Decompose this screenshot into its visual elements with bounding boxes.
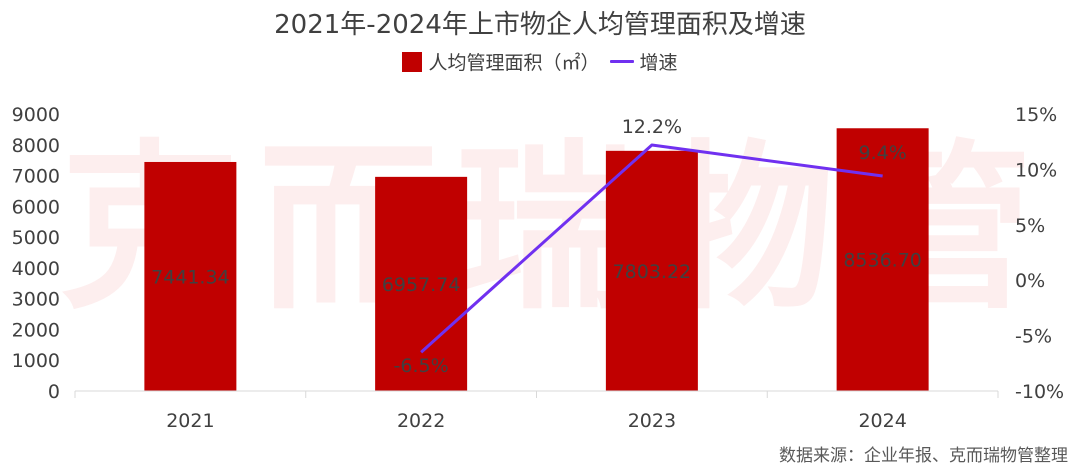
bar-2023 — [605, 150, 698, 391]
x-tick-label: 2024 — [858, 410, 906, 432]
growth-line — [420, 143, 883, 354]
y-left-tick-label: 2000 — [12, 319, 60, 341]
y-left-tick-label: 7000 — [12, 166, 60, 188]
legend-label-area: 人均管理面积（㎡） — [428, 52, 600, 74]
growth-value-label: -6.5% — [394, 355, 449, 377]
bar-value-label: 7803.22 — [613, 261, 692, 283]
y-right-tick-label: 0% — [1015, 270, 1045, 292]
y-left-tick-label: 3000 — [12, 289, 60, 311]
y-left-tick-label: 9000 — [12, 104, 60, 126]
legend-bar-swatch-icon — [402, 51, 423, 72]
y-right-tick-label: -10% — [1015, 381, 1064, 403]
chart-title: 2021年-2024年上市物企人均管理面积及增速 — [274, 10, 806, 40]
legend-label-growth: 增速 — [639, 52, 678, 74]
x-tick-label: 2021 — [166, 410, 214, 432]
bar-2021 — [144, 161, 237, 391]
y-left-tick-label: 0 — [48, 381, 60, 403]
legend-item-growth: 增速 — [609, 48, 678, 75]
legend-item-area: 人均管理面积（㎡） — [402, 48, 600, 75]
y-right-tick-label: -5% — [1015, 326, 1052, 348]
bar-2022 — [375, 176, 468, 391]
bar-value-label: 6957.74 — [382, 274, 461, 296]
legend: 人均管理面积（㎡） 增速 — [0, 48, 1080, 75]
x-tick-label: 2022 — [397, 410, 445, 432]
y-right-tick-label: 10% — [1015, 159, 1057, 181]
y-right-tick-label: 15% — [1015, 104, 1057, 126]
y-left-tick-label: 4000 — [12, 258, 60, 280]
data-source-note: 数据来源：企业年报、克而瑞物管整理 — [779, 446, 1068, 466]
y-left-tick-label: 8000 — [12, 135, 60, 157]
y-right-tick-label: 5% — [1015, 215, 1045, 237]
bar-value-label: 8536.70 — [843, 250, 922, 272]
x-tick-label: 2023 — [628, 410, 676, 432]
bar-value-label: 7441.34 — [151, 266, 230, 288]
y-left-tick-label: 5000 — [12, 227, 60, 249]
growth-value-label: 12.2% — [622, 116, 682, 138]
y-left-tick-label: 1000 — [12, 350, 60, 372]
growth-value-label: 9.4% — [858, 142, 906, 164]
legend-line-swatch-icon — [609, 60, 634, 63]
y-left-tick-label: 6000 — [12, 196, 60, 218]
